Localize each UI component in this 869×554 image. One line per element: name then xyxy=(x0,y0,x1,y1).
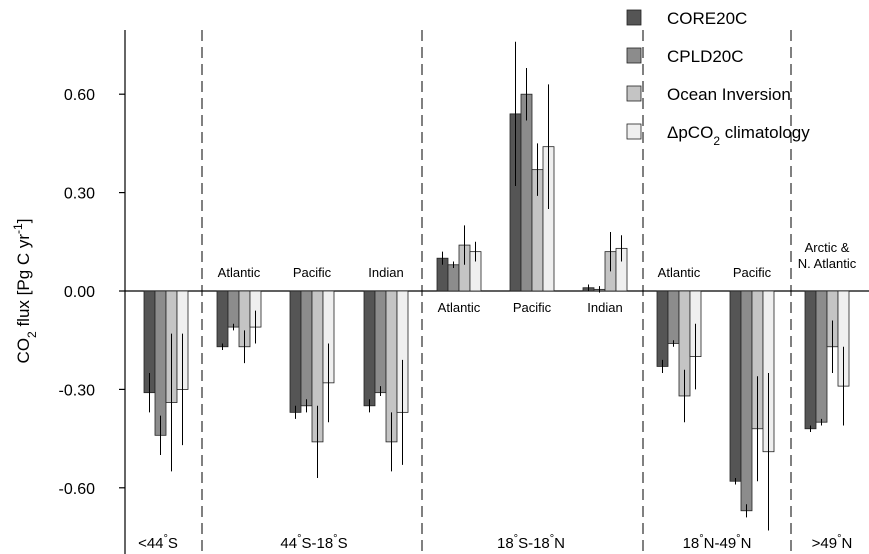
legend-swatch xyxy=(626,9,642,26)
region-label: >49°N xyxy=(812,533,853,552)
basin-label: Arctic & N. Atlantic xyxy=(798,240,857,271)
bar-cpld20c xyxy=(447,264,460,292)
legend-swatch xyxy=(626,85,642,102)
region-label: 18°N-49°N xyxy=(683,533,752,552)
basin-label: Pacific xyxy=(293,265,332,280)
bar-core20c xyxy=(363,290,376,407)
bar-core20c xyxy=(289,290,302,413)
axis-layer: 0.60 0.30 0.00 -0.30 -0.60 xyxy=(59,30,869,554)
bar-core20c xyxy=(216,290,229,348)
y-tick-label: -0.60 xyxy=(59,481,96,498)
basin-label: Atlantic xyxy=(218,265,261,280)
y-tick-label: 0.60 xyxy=(64,87,95,104)
legend-swatch xyxy=(626,47,642,64)
bar-cpld20c xyxy=(667,290,680,344)
bars-layer xyxy=(143,41,850,531)
legend-label: ΔpCO2 climatology xyxy=(667,123,810,148)
basin-label: Pacific xyxy=(513,300,552,315)
region-label: 44°S-18°S xyxy=(280,533,347,552)
y-tick-label: 0.00 xyxy=(64,284,95,301)
bar-cpld20c xyxy=(815,290,828,423)
basin-label: Atlantic xyxy=(658,265,701,280)
bar-core20c xyxy=(729,290,742,482)
basin-label: Atlantic xyxy=(438,300,481,315)
bar-cpld20c xyxy=(300,290,313,407)
legend-label: Ocean Inversion xyxy=(667,85,791,104)
bar-cpld20c xyxy=(154,290,167,436)
legend-swatch xyxy=(626,123,642,140)
bar-cpld20c xyxy=(374,290,387,394)
basin-label: Pacific xyxy=(733,265,772,280)
legend-label: CPLD20C xyxy=(667,47,744,66)
basin-label: Indian xyxy=(587,300,622,315)
region-label: 18°S-18°N xyxy=(497,533,565,552)
bar-cpld20c xyxy=(227,290,240,328)
bar-core20c xyxy=(656,290,669,367)
labels-layer: CO2 flux [Pg C yr-1] Atlantic Pacific India… xyxy=(11,219,857,552)
bar-cpld20c xyxy=(740,290,753,512)
y-tick-label: 0.30 xyxy=(64,186,95,203)
bar-core20c xyxy=(804,290,817,430)
legend-label: CORE20C xyxy=(667,9,747,28)
region-label: <44°S xyxy=(138,533,178,552)
y-axis-label: CO2 flux [Pg C yr-1] xyxy=(11,219,39,364)
basin-label: Indian xyxy=(368,265,403,280)
y-tick-label: -0.30 xyxy=(59,382,96,399)
legend: CORE20C CPLD20C Ocean Inversion ΔpCO2 clima… xyxy=(626,9,810,148)
bar-cpld20c xyxy=(520,93,533,292)
